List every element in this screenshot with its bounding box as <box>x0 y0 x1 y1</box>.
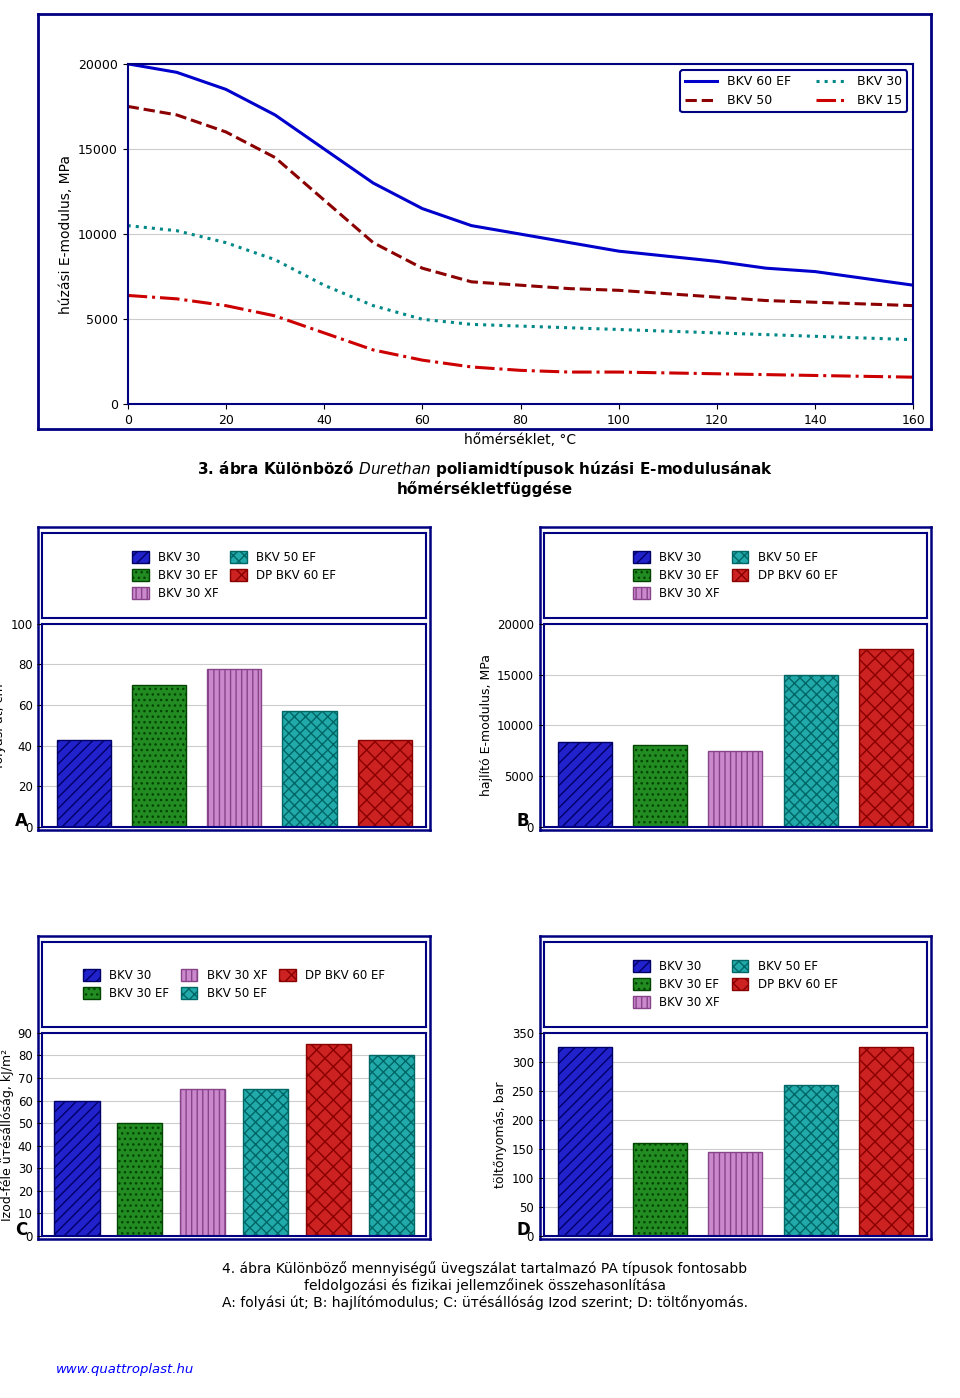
Text: D: D <box>516 1220 530 1239</box>
Text: www.quattroplast.hu: www.quattroplast.hu <box>57 1363 195 1376</box>
Text: C: C <box>15 1220 27 1239</box>
Text: A: A <box>15 812 28 830</box>
Text: B: B <box>516 812 529 830</box>
Text: 3. ábra Különböző $\mathit{Durethan}$ poliamidtípusok húzási E-modulusának
hőmér: 3. ábra Különböző $\mathit{Durethan}$ po… <box>197 459 773 498</box>
Text: 4. ábra Különböző mennyiségű üvegszálat tartalmazó PA típusok fontosabb
feldolgo: 4. ábra Különböző mennyiségű üvegszálat … <box>222 1261 748 1310</box>
